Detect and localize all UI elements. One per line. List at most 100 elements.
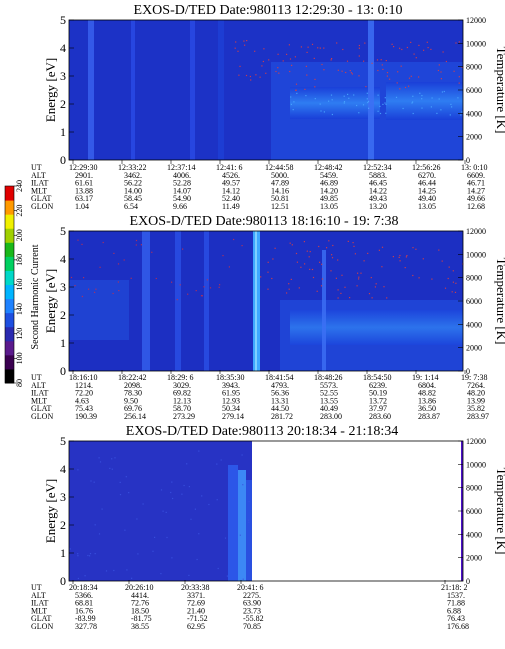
speckle [356,104,358,107]
speckle [245,74,248,77]
speckle [166,536,168,539]
orbit-value: 56.22 [124,179,142,188]
speckle [290,96,292,98]
orbit-value: 327.78 [75,622,97,631]
speckle [277,53,279,55]
speckle [323,111,325,113]
speckle [195,290,197,292]
speckle [348,97,350,99]
speckle [126,569,128,571]
speckle [346,60,349,62]
panel-1: EXOS-D/TED Date:980113 12:29:30 - 13: 0:… [31,3,505,211]
orbit-value: 4414. [131,591,149,600]
speckle [412,95,414,97]
speckle [190,518,192,520]
speckle [349,297,351,299]
x-tick-label: 12:44:58 [265,163,293,172]
speckle [330,94,333,96]
speckle [349,70,351,72]
speckle [239,65,241,67]
speckle [431,278,433,280]
speckle [410,41,412,43]
y2-tick-label: 0 [466,367,470,376]
speckle [172,497,174,500]
speckle [282,60,284,62]
speckle [206,279,208,281]
orbit-value: 12.13 [173,396,191,405]
speckle [357,272,359,274]
speckle [398,256,400,258]
orbit-value: 13.55 [320,396,338,405]
orbit-value: 12.68 [467,202,485,211]
speckle [430,106,432,108]
speckle [379,112,382,115]
speckle [314,78,316,80]
high-energy-stripe [255,231,257,371]
orbit-value: 21.40 [187,606,205,615]
speckle [419,92,421,94]
orbit-value: 52.28 [173,179,191,188]
speckle [98,457,100,459]
y2-tick-label: 0 [466,156,470,165]
speckle [69,548,71,550]
speckle [370,277,372,279]
speckle [381,246,384,248]
speckle [347,240,349,242]
speckle [341,70,343,72]
speckle [343,101,346,103]
speckle [89,555,91,557]
speckle [376,59,379,61]
speckle [98,533,101,535]
speckle-noise [234,40,463,91]
speckle [112,292,114,295]
spectrogram [69,441,463,581]
high-energy-stripe [88,20,94,160]
speckle [217,567,219,570]
orbit-value: 72.76 [131,599,149,608]
speckle [442,51,444,53]
speckle [363,260,365,262]
speckle [454,291,457,293]
speckle [137,553,139,555]
high-energy-stripe [322,250,326,371]
speckle [386,75,388,77]
speckle [142,503,144,505]
orbit-value: 13.20 [369,202,387,211]
speckle [426,41,428,43]
speckle [187,293,189,295]
speckle [313,57,315,59]
speckle [331,257,334,259]
speckle [216,463,218,465]
high-energy-stripe [218,20,224,160]
speckle [402,107,404,110]
orbit-value: 63.90 [243,599,261,608]
speckle [165,511,167,513]
speckle [312,276,315,279]
orbit-row-label: MLT [31,396,47,405]
orbit-value: 69.76 [124,404,142,413]
speckle [151,251,153,253]
speckle [328,240,330,242]
colorbar-cell [5,312,14,328]
speckle [200,295,203,297]
orbit-value: 190.39 [75,412,97,421]
speckle [443,90,445,93]
speckle [300,266,302,268]
speckle [136,518,138,520]
speckle [331,58,333,60]
speckle [209,287,212,289]
speckle [290,103,292,105]
speckle [152,550,154,552]
y2-tick-label: 4000 [466,320,482,329]
speckle [385,103,387,105]
orbit-value: 58.70 [173,404,191,413]
speckle [343,102,345,104]
speckle [135,244,137,246]
speckle [455,282,457,284]
orbit-value: 62.95 [187,622,205,631]
orbit-value: 5000. [271,171,289,180]
speckle [422,258,424,260]
speckle [267,288,269,290]
speckle [93,481,95,483]
